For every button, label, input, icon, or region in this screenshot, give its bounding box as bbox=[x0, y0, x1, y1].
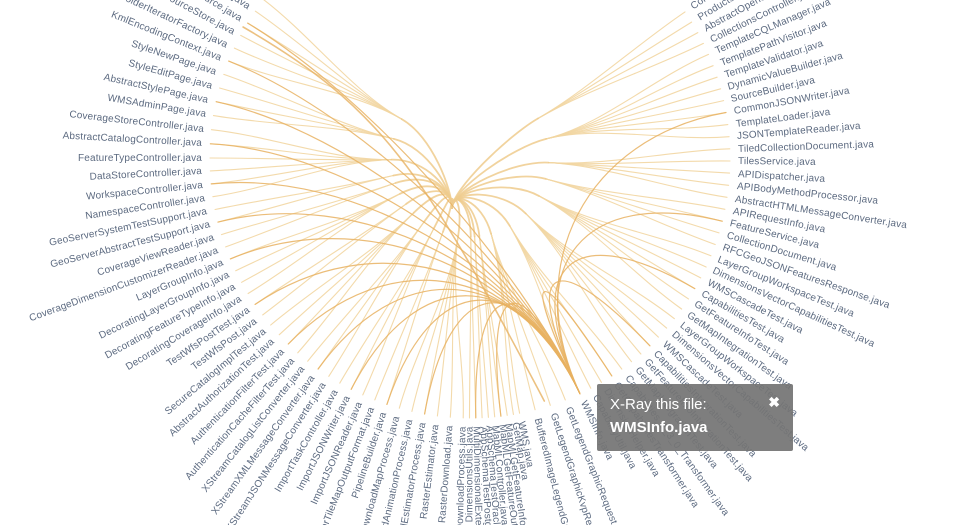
dependency-edge bbox=[478, 235, 508, 416]
dependency-edge bbox=[537, 11, 686, 120]
dependency-edge bbox=[474, 235, 489, 418]
dependency-edge bbox=[212, 115, 395, 140]
dependency-edge bbox=[538, 195, 712, 257]
dependency-edge bbox=[454, 235, 464, 419]
dependency-edge bbox=[217, 174, 394, 223]
tooltip-filename: WMSInfo.java bbox=[610, 419, 708, 437]
file-label[interactable]: TiledCollectionDocument.java bbox=[737, 138, 875, 155]
dependency-edge bbox=[496, 303, 581, 417]
file-label[interactable]: DataStoreController.java bbox=[89, 166, 203, 183]
dependency-edge bbox=[545, 178, 726, 210]
dependency-edge bbox=[212, 159, 392, 198]
dependency-edge bbox=[350, 295, 581, 395]
file-label[interactable]: AbstractCatalogController.java bbox=[62, 130, 203, 150]
dependency-edge bbox=[547, 148, 731, 164]
close-icon[interactable]: ✖ bbox=[760, 393, 780, 413]
file-label[interactable]: TilesService.java bbox=[737, 156, 816, 169]
dependency-edge bbox=[247, 193, 401, 295]
dependency-edge bbox=[490, 233, 536, 411]
dependency-edge bbox=[509, 225, 623, 370]
file-label[interactable]: FeatureTypeController.java bbox=[78, 153, 202, 164]
dependency-edge bbox=[362, 227, 435, 396]
dependency-edge bbox=[297, 212, 415, 354]
dependency-edge bbox=[548, 280, 651, 395]
dependency-edge bbox=[545, 53, 710, 140]
dependency-edge bbox=[225, 182, 397, 248]
dependency-edge bbox=[424, 302, 581, 415]
dependency-edge bbox=[228, 60, 403, 120]
xray-tooltip: X-Ray this file: ✖ WMSInfo.java bbox=[597, 384, 793, 451]
tooltip-title: X-Ray this file: bbox=[610, 396, 707, 413]
dependency-edge bbox=[525, 212, 675, 320]
dependency-edge bbox=[542, 291, 613, 395]
dependency-edge bbox=[242, 26, 546, 402]
dependency-edge bbox=[386, 299, 581, 405]
dependency-edge bbox=[475, 303, 581, 419]
dependency-edge bbox=[557, 111, 727, 395]
dependency-edge bbox=[554, 254, 696, 395]
dependency-edge bbox=[386, 231, 444, 405]
dependency-edge bbox=[451, 117, 539, 209]
